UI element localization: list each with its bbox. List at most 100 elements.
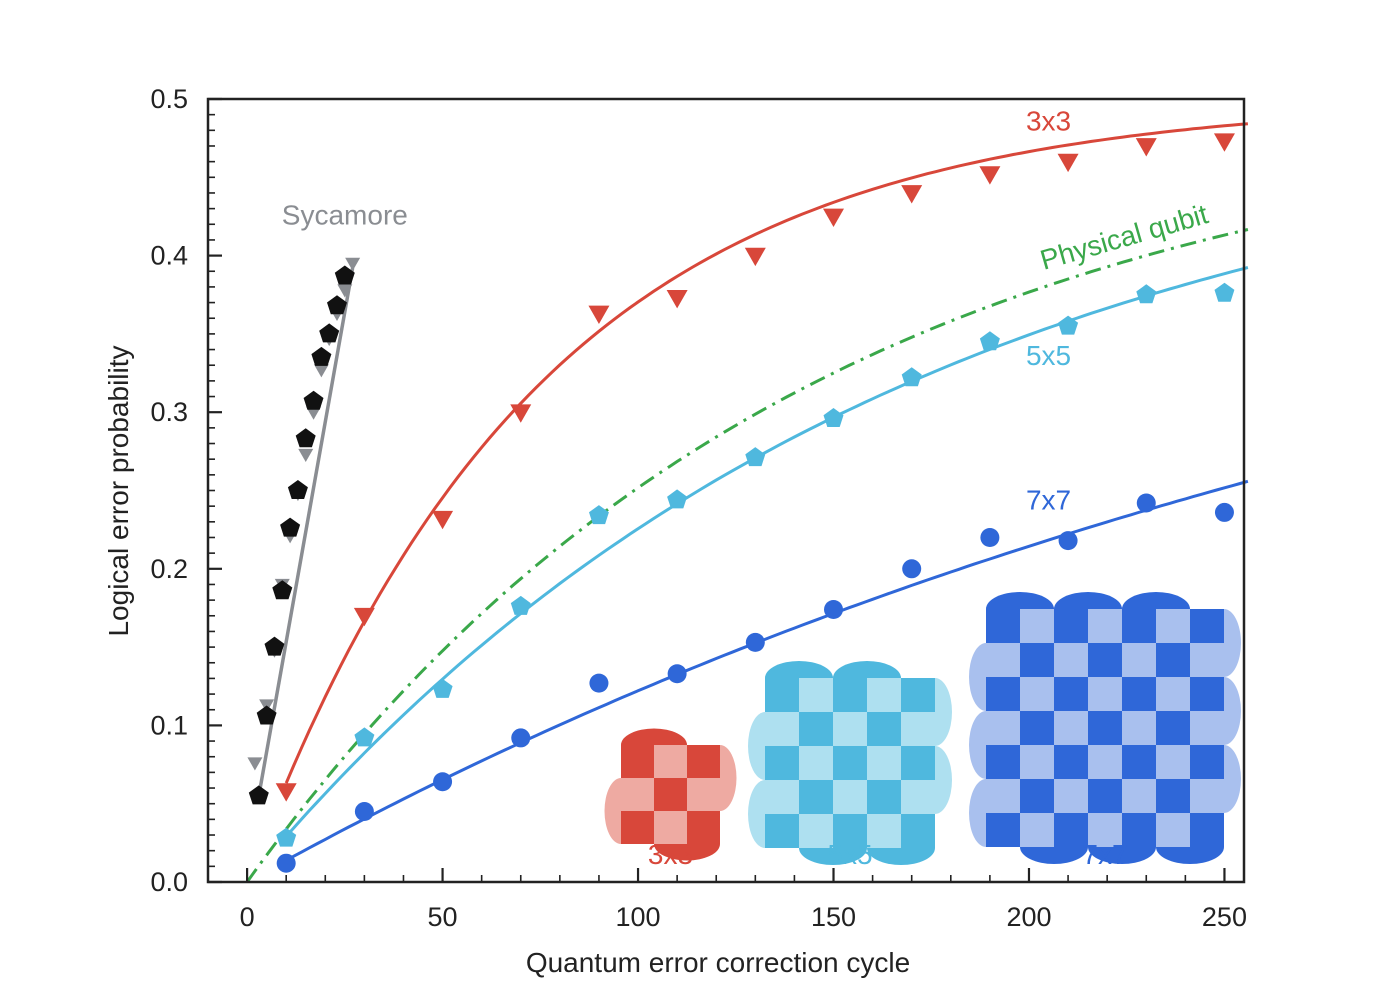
fit-line-3x3 [284, 122, 1249, 784]
plaquette [833, 780, 867, 814]
label-5x5: 5x5 [1026, 340, 1071, 371]
plaquette [654, 778, 687, 811]
plaquette [799, 746, 833, 780]
plaquette [1054, 677, 1088, 711]
plaquette [765, 678, 799, 712]
marker-7x7 [276, 853, 296, 873]
plaquette [901, 814, 935, 848]
plaquette [1190, 813, 1224, 847]
plaquette [1020, 813, 1054, 847]
y-tick-label: 0.2 [150, 554, 188, 584]
marker-sycamore [345, 257, 361, 271]
boundary-stabilizer [799, 848, 867, 865]
plaquette [687, 811, 720, 844]
x-tick-label: 0 [240, 902, 255, 932]
plaquette [654, 745, 687, 778]
plaquette [1088, 745, 1122, 779]
marker-3x3 [901, 185, 923, 204]
boundary-stabilizer [1156, 847, 1224, 864]
plaquette [1088, 609, 1122, 643]
y-tick-label: 0.1 [150, 710, 188, 740]
boundary-stabilizer [1122, 592, 1190, 609]
plaquette [1054, 745, 1088, 779]
marker-7x7 [1214, 502, 1234, 522]
x-tick-label: 250 [1202, 902, 1247, 932]
plaquette [1020, 677, 1054, 711]
plaquette [986, 609, 1020, 643]
x-tick-label: 150 [811, 902, 856, 932]
marker-5x5 [589, 505, 609, 525]
marker-5x5 [979, 331, 1000, 351]
y-tick-label: 0.4 [150, 241, 188, 271]
marker-sycamore [247, 757, 263, 771]
marker-sycamore [337, 284, 353, 298]
marker-5x5 [823, 408, 844, 427]
boundary-stabilizer [654, 844, 720, 861]
plaquette [833, 746, 867, 780]
plaquette [833, 712, 867, 746]
plaquette [1054, 643, 1088, 677]
marker-sycamore-black [319, 323, 340, 343]
plaquette [799, 678, 833, 712]
plaquette [1054, 813, 1088, 847]
plaquette [1122, 745, 1156, 779]
boundary-stabilizer [935, 678, 952, 746]
marker-7x7 [980, 527, 1000, 547]
lattice-insets: 3x3 5x5 7x7 [604, 592, 1241, 870]
marker-3x3 [432, 510, 454, 530]
marker-7x7 [1058, 531, 1078, 551]
marker-7x7 [354, 802, 374, 822]
marker-5x5 [667, 489, 688, 509]
plaquette [901, 780, 935, 814]
marker-5x5 [1136, 284, 1157, 304]
axes: 0 50 100 150 200 250 0.0 0.1 0.2 0.3 0.4 0.5 [150, 84, 1247, 932]
plaquette [1190, 643, 1224, 677]
boundary-stabilizer [748, 712, 765, 780]
marker-3x3 [1057, 153, 1079, 173]
marker-3x3 [275, 783, 297, 802]
label-physical-qubit: Physical qubit [1037, 198, 1212, 275]
marker-5x5 [1058, 315, 1079, 335]
marker-sycamore [313, 364, 329, 378]
plaquette [867, 746, 901, 780]
plaquette [1190, 609, 1224, 643]
boundary-stabilizer [833, 661, 901, 678]
marker-sycamore-black [311, 346, 332, 366]
boundary-stabilizer [765, 661, 833, 678]
boundary-stabilizer [867, 848, 935, 865]
boundary-stabilizer [986, 592, 1054, 609]
marker-7x7 [433, 772, 453, 792]
fit-line-5x5 [285, 266, 1249, 838]
marker-5x5 [432, 678, 453, 698]
plaquette [1156, 643, 1190, 677]
plaquette [867, 814, 901, 848]
boundary-stabilizer [969, 779, 986, 847]
boundary-stabilizer [1088, 847, 1156, 864]
plaquette [1156, 677, 1190, 711]
plaquette [621, 811, 654, 844]
plaquette [986, 677, 1020, 711]
data-markers [247, 133, 1235, 873]
plaquette [765, 780, 799, 814]
plaquette [1020, 745, 1054, 779]
marker-sycamore-black [256, 705, 277, 725]
boundary-stabilizer [969, 643, 986, 711]
marker-7x7 [667, 664, 687, 684]
plaquette [799, 712, 833, 746]
boundary-stabilizer [1020, 847, 1088, 864]
marker-5x5 [354, 727, 375, 747]
plaquette [867, 678, 901, 712]
marker-sycamore-black [280, 517, 301, 537]
marker-3x3 [588, 305, 610, 325]
plaquette [621, 745, 654, 778]
plaquette [1020, 643, 1054, 677]
lattice-inset-5x5: 5x5 [748, 661, 952, 870]
marker-5x5 [276, 827, 297, 847]
plaquette [1088, 677, 1122, 711]
plaquette [1088, 643, 1122, 677]
boundary-stabilizer [621, 728, 687, 745]
marker-3x3 [823, 208, 845, 227]
boundary-stabilizer [935, 746, 952, 814]
marker-3x3 [666, 290, 688, 309]
label-7x7: 7x7 [1026, 484, 1071, 515]
